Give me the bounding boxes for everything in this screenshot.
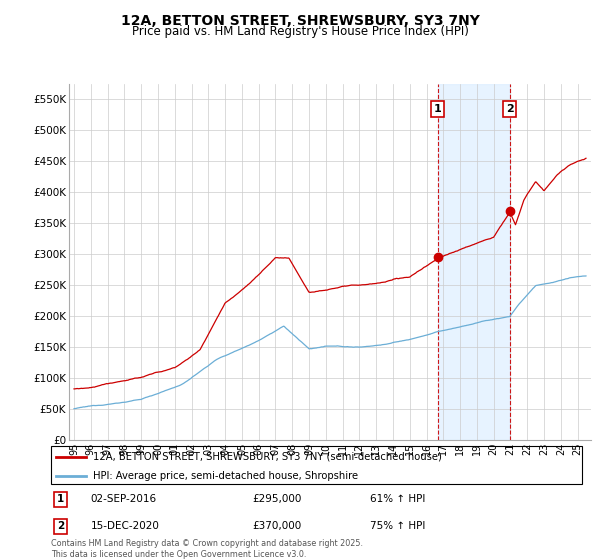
Text: £295,000: £295,000: [253, 494, 302, 505]
Text: 1: 1: [434, 104, 442, 114]
Text: 61% ↑ HPI: 61% ↑ HPI: [370, 494, 425, 505]
Text: 2: 2: [57, 521, 64, 531]
Text: Contains HM Land Registry data © Crown copyright and database right 2025.
This d: Contains HM Land Registry data © Crown c…: [51, 539, 363, 559]
Text: Price paid vs. HM Land Registry's House Price Index (HPI): Price paid vs. HM Land Registry's House …: [131, 25, 469, 38]
Bar: [438, 84, 510, 440]
Text: HPI: Average price, semi-detached house, Shropshire: HPI: Average price, semi-detached house,…: [94, 471, 359, 481]
Text: 02-SEP-2016: 02-SEP-2016: [91, 494, 157, 505]
Text: 15-DEC-2020: 15-DEC-2020: [91, 521, 160, 531]
Text: £370,000: £370,000: [253, 521, 302, 531]
Text: 2: 2: [506, 104, 514, 114]
Text: 75% ↑ HPI: 75% ↑ HPI: [370, 521, 425, 531]
Text: 12A, BETTON STREET, SHREWSBURY, SY3 7NY (semi-detached house): 12A, BETTON STREET, SHREWSBURY, SY3 7NY …: [94, 452, 442, 462]
Text: 12A, BETTON STREET, SHREWSBURY, SY3 7NY: 12A, BETTON STREET, SHREWSBURY, SY3 7NY: [121, 14, 479, 28]
Text: 1: 1: [57, 494, 64, 505]
